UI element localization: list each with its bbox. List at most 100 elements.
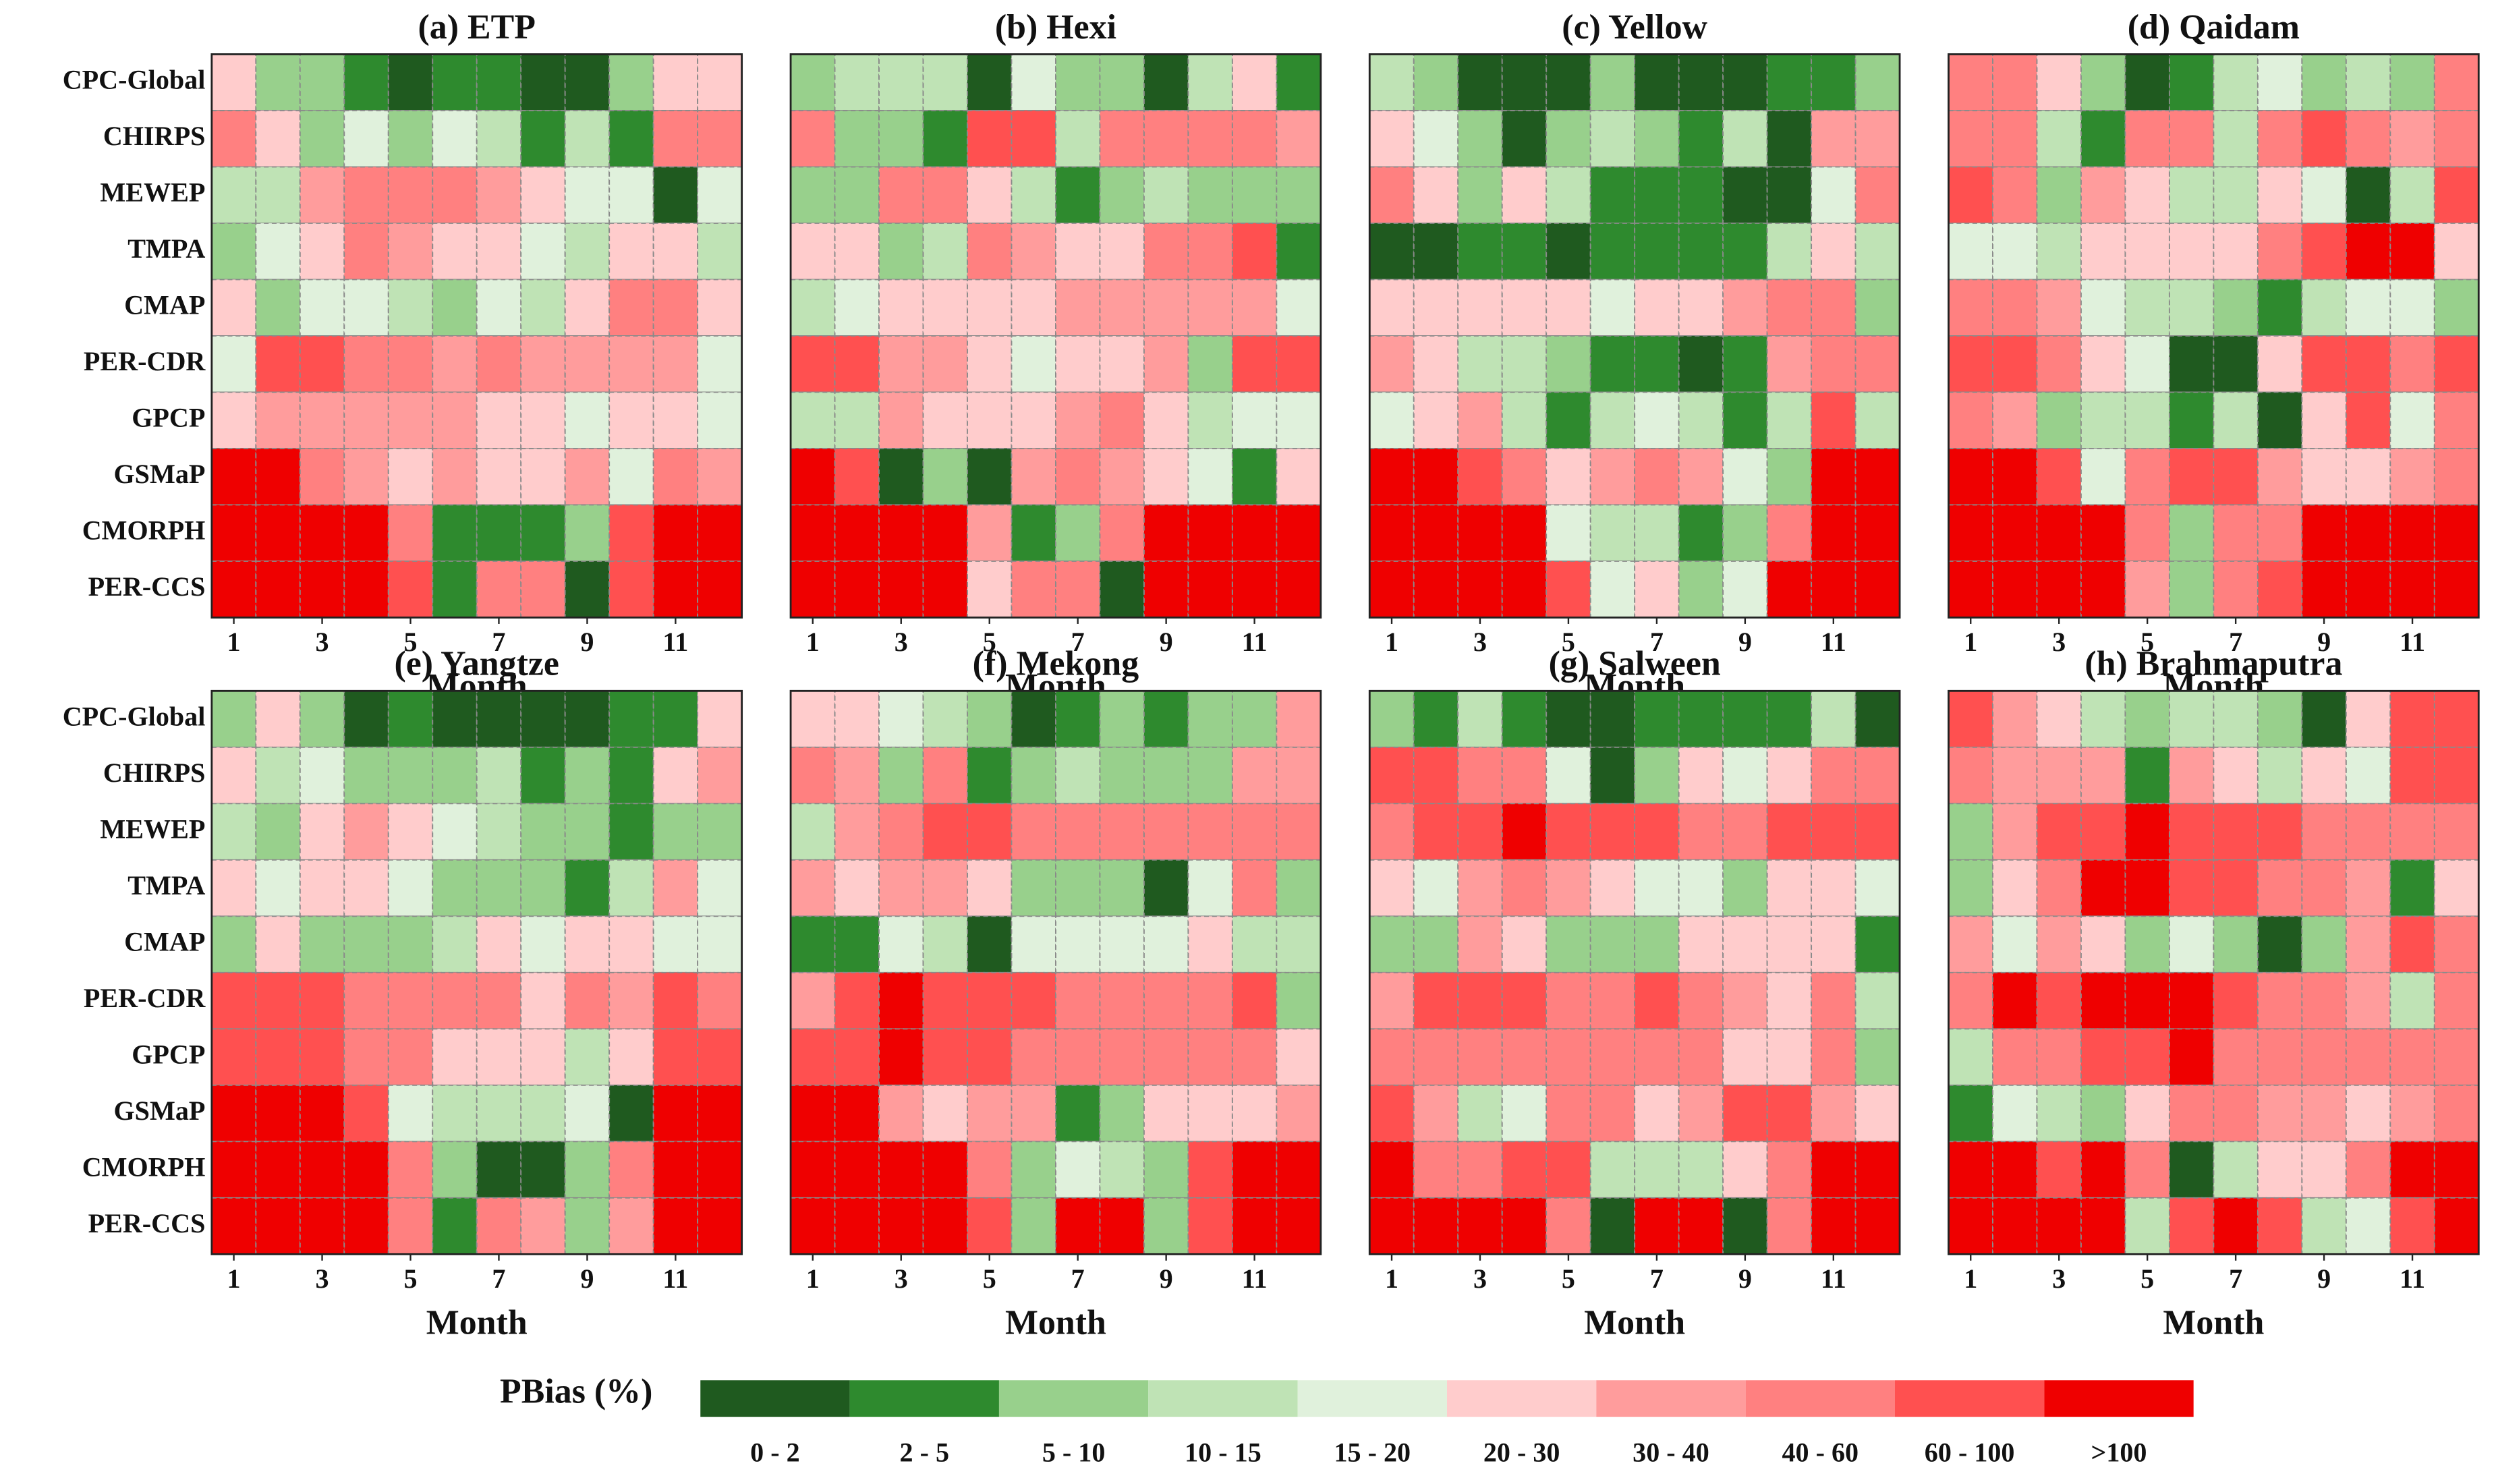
x-tick-label: 3 xyxy=(895,627,908,657)
heatmap-cell xyxy=(1722,915,1768,973)
heatmap-cell xyxy=(1722,391,1768,449)
x-tick-label: 5 xyxy=(1562,627,1575,657)
heatmap-cell xyxy=(210,166,257,224)
heatmap-cell xyxy=(2433,53,2480,111)
heatmap-cell xyxy=(1231,746,1278,805)
heatmap-cell xyxy=(2213,1141,2259,1199)
heatmap-cell xyxy=(476,166,522,224)
panel-title: (b) Hexi xyxy=(995,8,1116,47)
colorbar-swatch xyxy=(1894,1380,2045,1417)
heatmap-cell xyxy=(255,803,301,861)
heatmap-cell xyxy=(834,1084,880,1143)
heatmap-cell xyxy=(652,279,699,337)
heatmap-cell xyxy=(255,1028,301,1086)
heatmap-cell xyxy=(608,690,654,748)
heatmap-cell xyxy=(1722,109,1768,168)
heatmap-cell xyxy=(834,1028,880,1086)
heatmap-cell xyxy=(1369,561,1415,619)
heatmap-cell xyxy=(2433,1084,2480,1143)
heatmap-cell xyxy=(2080,53,2126,111)
heatmap-cell xyxy=(1678,335,1724,393)
heatmap-cell xyxy=(1457,279,1503,337)
heatmap-cell xyxy=(432,803,478,861)
x-axis-label: Month xyxy=(1584,1304,1685,1342)
heatmap-cell xyxy=(1854,222,1901,281)
heatmap-cell xyxy=(697,1084,743,1143)
heatmap-cell xyxy=(652,504,699,562)
heatmap-cell xyxy=(255,391,301,449)
heatmap-cell xyxy=(922,561,968,619)
heatmap-cell xyxy=(1766,448,1813,506)
x-tick-label: 9 xyxy=(2317,627,2331,657)
heatmap-cell xyxy=(1811,279,1856,337)
heatmap-cell xyxy=(432,279,478,337)
heatmap-cell xyxy=(1231,1028,1278,1086)
heatmap-cell xyxy=(790,279,836,337)
heatmap-cell xyxy=(652,335,699,393)
heatmap-cell xyxy=(1011,448,1056,506)
heatmap-cell xyxy=(1766,504,1813,562)
heatmap-cell xyxy=(2036,1141,2082,1199)
heatmap-cell xyxy=(564,335,611,393)
heatmap-cell xyxy=(1634,1028,1680,1086)
heatmap-cell xyxy=(1369,504,1415,562)
heatmap-cell xyxy=(1766,746,1813,805)
heatmap-cell xyxy=(2168,746,2215,805)
heatmap-cell xyxy=(1187,690,1233,748)
row-label: PER-CCS xyxy=(88,571,206,602)
heatmap-cell xyxy=(1011,803,1056,861)
heatmap-cell xyxy=(834,53,880,111)
heatmap-cell xyxy=(387,803,434,861)
heatmap-cell xyxy=(476,803,522,861)
heatmap-cell xyxy=(1634,504,1680,562)
heatmap-cell xyxy=(343,166,389,224)
heatmap-cell xyxy=(210,803,257,861)
colorbar-label: 30 - 40 xyxy=(1633,1437,1709,1468)
heatmap-cell xyxy=(1413,109,1459,168)
heatmap-cell xyxy=(1678,504,1724,562)
heatmap-cell xyxy=(1187,448,1233,506)
heatmap-cell xyxy=(608,859,654,917)
heatmap-cell xyxy=(1854,1141,1901,1199)
heatmap-cell xyxy=(564,1084,611,1143)
heatmap-cell xyxy=(1545,859,1591,917)
heatmap-cell xyxy=(2124,803,2170,861)
heatmap-cell xyxy=(1457,222,1503,281)
heatmap-cell xyxy=(1811,803,1856,861)
heatmap-cell xyxy=(343,746,389,805)
heatmap-cell xyxy=(1501,222,1548,281)
heatmap-cell xyxy=(1231,335,1278,393)
heatmap-cell xyxy=(922,109,968,168)
heatmap-cell xyxy=(1011,1197,1056,1255)
heatmap-cell xyxy=(299,1197,345,1255)
x-axis-label: Month xyxy=(2163,1304,2264,1342)
heatmap-cell xyxy=(1413,335,1459,393)
heatmap-cell xyxy=(1678,561,1724,619)
heatmap-cell xyxy=(1369,915,1415,973)
heatmap-cell xyxy=(387,53,434,111)
heatmap-cell xyxy=(1811,971,1856,1030)
heatmap-cell xyxy=(1811,746,1856,805)
heatmap-cell xyxy=(1457,803,1503,861)
heatmap-cell xyxy=(343,803,389,861)
heatmap-cell xyxy=(1369,166,1415,224)
heatmap-cell xyxy=(387,915,434,973)
heatmap-cell xyxy=(922,504,968,562)
heatmap-cell xyxy=(1766,915,1813,973)
heatmap-cell xyxy=(1634,109,1680,168)
heatmap-cell xyxy=(210,971,257,1030)
heatmap-cell xyxy=(2257,279,2303,337)
heatmap-cell xyxy=(1099,1028,1145,1086)
heatmap-cell xyxy=(2389,915,2435,973)
heatmap-cell xyxy=(1854,504,1901,562)
heatmap-cell xyxy=(1678,448,1724,506)
heatmap-cell xyxy=(1634,746,1680,805)
heatmap-cell xyxy=(210,504,257,562)
heatmap-cell xyxy=(834,504,880,562)
heatmap-cell xyxy=(608,391,654,449)
heatmap-cell xyxy=(1055,335,1101,393)
heatmap-cell xyxy=(1099,859,1145,917)
heatmap-cell xyxy=(2389,971,2435,1030)
heatmap-cell xyxy=(2124,1084,2170,1143)
heatmap-cell xyxy=(2345,504,2391,562)
